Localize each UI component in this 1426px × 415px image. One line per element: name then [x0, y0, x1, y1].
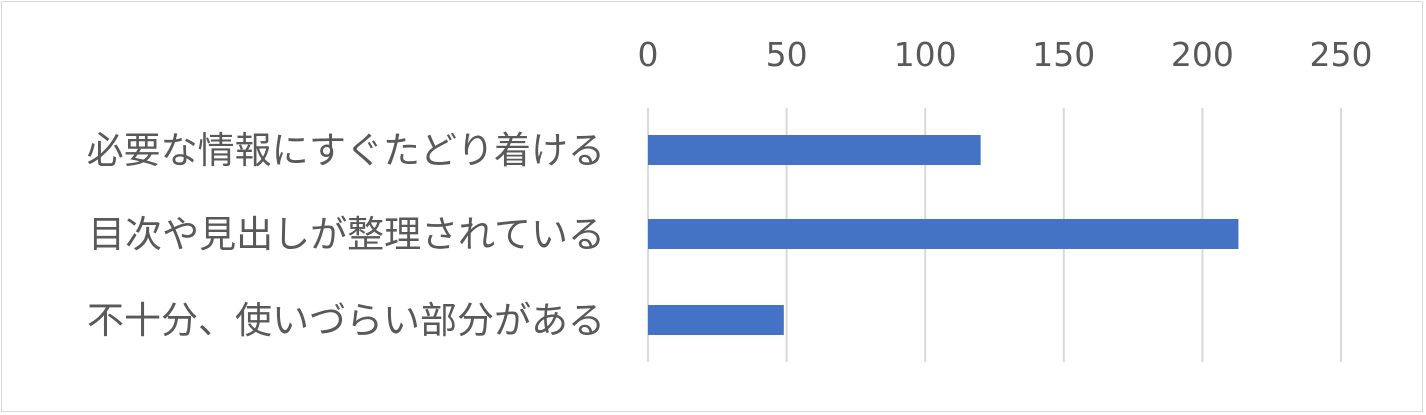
x-tick-label: 100 [894, 35, 957, 74]
category-labels: 必要な情報にすぐたどり着ける目次や見出しが整理されている不十分、使いづらい部分が… [87, 129, 605, 342]
bars [648, 135, 1239, 335]
x-axis-tick-labels: 0 50 100 150 200 250 [638, 35, 1373, 74]
bar [648, 135, 981, 165]
bar [648, 219, 1239, 249]
category-label: 不十分、使いづらい部分がある [87, 299, 605, 342]
x-tick-label: 250 [1310, 35, 1373, 74]
x-tick-label: 0 [638, 35, 659, 74]
x-tick-label: 200 [1171, 35, 1234, 74]
category-label: 目次や見出しが整理されている [88, 213, 605, 256]
bar [648, 305, 784, 335]
x-tick-label: 150 [1032, 35, 1095, 74]
category-label: 必要な情報にすぐたどり着ける [87, 129, 605, 172]
x-tick-label: 50 [766, 35, 808, 74]
